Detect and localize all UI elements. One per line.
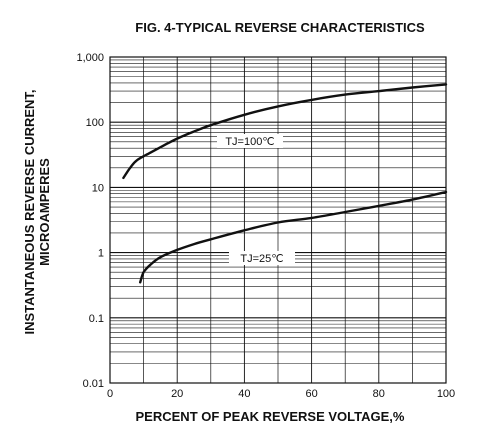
y-axis-label-line-1: INSTANTANEOUS REVERSE CURRENT, [22,89,37,334]
x-tick-label: 20 [171,388,183,400]
x-ticks: 0 20 40 60 80 100 [107,388,455,400]
chart-title: FIG. 4-TYPICAL REVERSE CHARACTERISTICS [135,20,425,35]
annotation-box [217,134,283,148]
y-tick-label: 0.1 [89,313,104,325]
series-annotation: TJ=100℃ [225,136,274,148]
series-line [139,190,448,284]
x-axis-label: PERCENT OF PEAK REVERSE VOLTAGE,% [136,409,405,424]
series-line [122,83,448,180]
series-annotations: TJ=100℃ TJ=25℃ [217,134,295,265]
y-tick-label: 100 [86,117,104,129]
series-annotation: TJ=25℃ [240,253,283,265]
x-tick-label: 0 [107,388,113,400]
annotation-box [229,251,295,265]
x-tick-label: 100 [437,388,455,400]
y-axis-label-line-2: MICROAMPERES [37,158,52,266]
y-tick-label: 10 [92,182,104,194]
x-tick-label: 80 [373,388,385,400]
y-tick-label: 0.01 [83,378,104,390]
y-ticks: 0.01 0.1 1 10 100 1,000 [76,52,104,390]
y-tick-label: 1,000 [76,52,104,64]
plot-frame [109,56,447,384]
series-lines [122,83,448,284]
x-tick-label: 60 [305,388,317,400]
y-tick-label: 1 [98,248,104,260]
x-tick-label: 40 [238,388,250,400]
